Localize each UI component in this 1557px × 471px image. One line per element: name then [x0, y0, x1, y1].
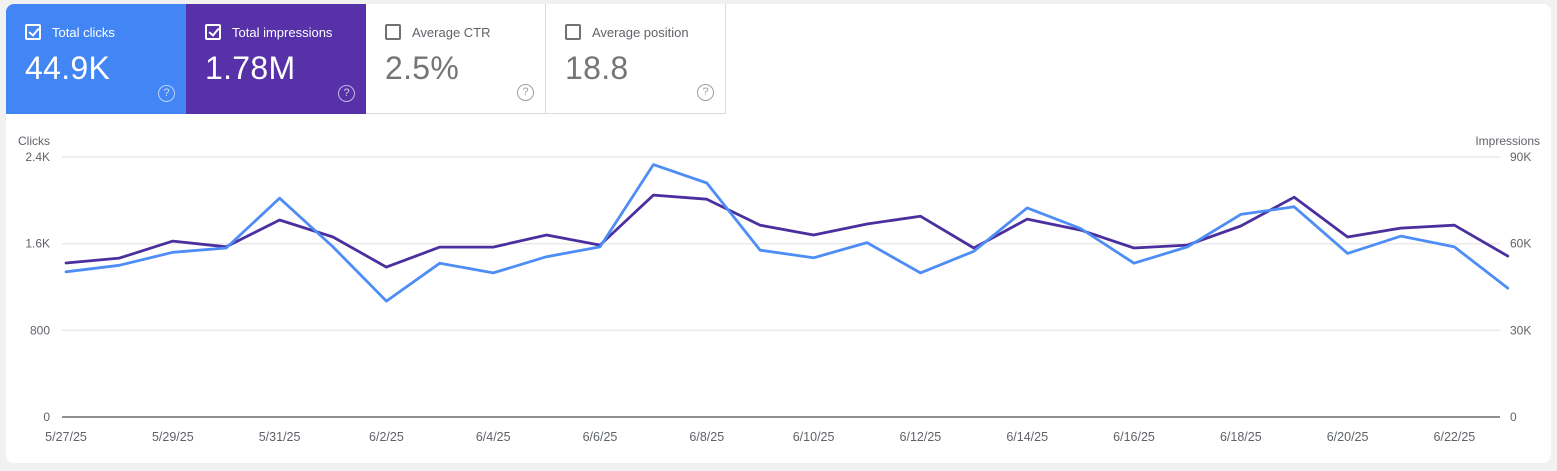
- clicks-impressions-chart[interactable]: 0 0 800 30K 1.6K 60K 2.4K 90K Clicks Impressions 5…: [6, 114, 1551, 463]
- metric-card-total-clicks[interactable]: Total clicks 44.9K ?: [6, 4, 186, 114]
- card-head: Average position: [565, 24, 725, 40]
- right-axis-title: Impressions: [1475, 134, 1540, 148]
- right-axis-tick: 0: [1510, 410, 1517, 424]
- total-impressions-checkbox[interactable]: [205, 24, 221, 40]
- total-clicks-value: 44.9K: [25, 50, 111, 86]
- performance-panel: Total clicks 44.9K ? Total impressions 1…: [6, 4, 1551, 463]
- total-clicks-checkbox[interactable]: [25, 24, 41, 40]
- card-head: Total impressions: [205, 24, 366, 40]
- right-axis-tick: 60K: [1510, 237, 1531, 251]
- x-axis-label: 5/27/25: [45, 430, 87, 444]
- card-label: Total clicks: [52, 24, 115, 40]
- x-axis-label: 6/2/25: [369, 430, 404, 444]
- average-ctr-checkbox[interactable]: [385, 24, 401, 40]
- clicks-line: [64, 163, 1510, 303]
- card-head: Average CTR: [385, 24, 545, 40]
- x-axis-label: 6/14/25: [1006, 430, 1048, 444]
- left-axis-tick: 800: [30, 323, 50, 337]
- x-axis-label: 6/10/25: [793, 430, 835, 444]
- card-label: Average position: [592, 24, 689, 40]
- x-axis-label: 6/20/25: [1327, 430, 1369, 444]
- right-axis-tick: 30K: [1510, 323, 1531, 337]
- left-axis-tick: 1.6K: [25, 237, 50, 251]
- x-axis-label: 6/6/25: [583, 430, 618, 444]
- average-ctr-value: 2.5%: [385, 50, 460, 86]
- help-icon[interactable]: ?: [338, 85, 355, 102]
- card-head: Total clicks: [25, 24, 186, 40]
- x-axis-label: 6/22/25: [1434, 430, 1476, 444]
- card-label: Average CTR: [412, 24, 491, 40]
- help-icon[interactable]: ?: [158, 85, 175, 102]
- x-axis-label: 6/12/25: [900, 430, 942, 444]
- help-icon[interactable]: ?: [697, 84, 714, 101]
- average-position-value: 18.8: [565, 50, 629, 86]
- metric-card-average-position[interactable]: Average position 18.8 ?: [546, 4, 726, 114]
- metric-card-total-impressions[interactable]: Total impressions 1.78M ?: [186, 4, 366, 114]
- total-impressions-value: 1.78M: [205, 50, 296, 86]
- performance-chart[interactable]: 0 0 800 30K 1.6K 60K 2.4K 90K Clicks Impressions 5…: [6, 114, 1551, 463]
- x-axis-label: 6/18/25: [1220, 430, 1262, 444]
- right-axis-tick: 90K: [1510, 150, 1531, 164]
- x-axis-label: 6/4/25: [476, 430, 511, 444]
- card-label: Total impressions: [232, 24, 333, 40]
- x-axis-label: 5/29/25: [152, 430, 194, 444]
- average-position-checkbox[interactable]: [565, 24, 581, 40]
- metric-cards-row: Total clicks 44.9K ? Total impressions 1…: [6, 4, 1551, 114]
- metric-card-average-ctr[interactable]: Average CTR 2.5% ?: [366, 4, 546, 114]
- help-icon[interactable]: ?: [517, 84, 534, 101]
- left-axis-title: Clicks: [18, 134, 50, 148]
- x-axis-label: 6/16/25: [1113, 430, 1155, 444]
- x-axis-label: 5/31/25: [259, 430, 301, 444]
- left-axis-tick: 2.4K: [25, 150, 50, 164]
- x-axis-label: 6/8/25: [689, 430, 724, 444]
- left-axis-tick: 0: [43, 410, 50, 424]
